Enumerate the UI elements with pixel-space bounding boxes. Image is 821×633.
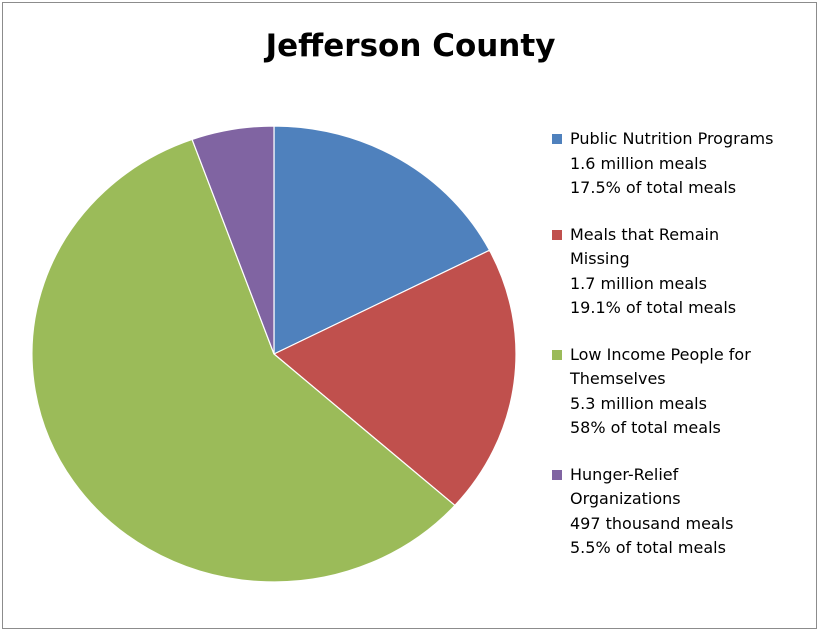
legend-label-line-1: Hunger-Relief	[570, 464, 679, 484]
legend-label-line-2: Themselves	[570, 369, 666, 388]
legend-entry-1: Public Nutrition Programs 1.6 million mea…	[552, 127, 812, 201]
legend-label-line-1: Public Nutrition Programs	[570, 129, 774, 148]
pie-slice-4	[191, 125, 275, 355]
legend-amount: 5.3 million meals	[570, 393, 707, 413]
legend-label-line-1: Low Income People for	[570, 344, 751, 364]
legend-swatch-2	[552, 229, 562, 240]
legend-entry-2: Meals that Remain Missing 1.7 million meal…	[552, 223, 812, 321]
pie-slice-1	[273, 125, 491, 355]
legend-amount: 1.7 million meals	[570, 273, 707, 293]
pie-slice-2	[272, 249, 517, 507]
legend-swatch-3	[552, 349, 562, 360]
legend-swatch-1	[552, 134, 562, 144]
legend: Public Nutrition Programs 1.6 million mea…	[552, 127, 812, 583]
pie-slices	[31, 125, 517, 583]
legend-share: 5.5% of total meals	[570, 538, 726, 557]
legend-entry-4: Hunger-Relief Organizations 497 thousand m…	[552, 463, 812, 561]
legend-label-line-1: Meals that Remain	[570, 224, 720, 244]
legend-label-line-2: Organizations	[570, 489, 681, 508]
legend-amount: 497 thousand meals	[570, 513, 734, 533]
pie-slice-3	[31, 138, 456, 583]
legend-amount: 1.6 million meals	[570, 153, 707, 173]
legend-share: 58% of total meals	[570, 418, 721, 437]
legend-share: 19.1% of total meals	[570, 298, 737, 317]
legend-share: 17.5% of total meals	[570, 178, 737, 197]
chart-title: Jefferson County	[265, 28, 556, 64]
legend-label-line-2: Missing	[570, 249, 630, 268]
legend-swatch-4	[552, 469, 562, 480]
legend-entry-3: Low Income People for Themselves 5.3 milli…	[552, 343, 812, 441]
